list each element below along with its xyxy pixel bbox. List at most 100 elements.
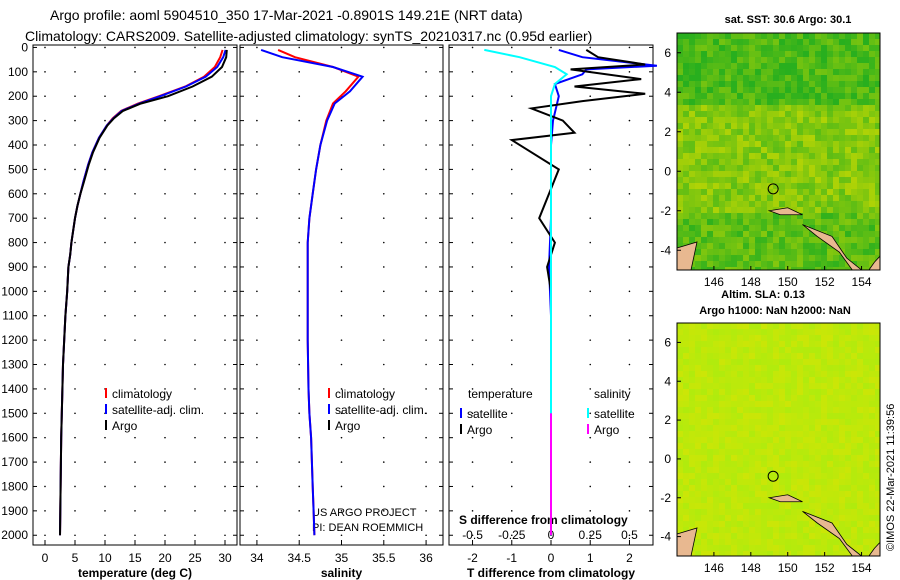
map-pixel [785,165,791,171]
map-pixel [815,213,821,219]
map-pixel [749,159,755,165]
map-pixel [767,497,773,503]
map-pixel [797,425,803,431]
map-pixel [809,231,815,237]
map-y-tick-label: 0 [664,452,671,466]
x-tick-label: 0 [548,551,555,565]
grid-dot [510,412,513,415]
grid-dot [194,436,196,439]
map-pixel [857,371,863,377]
map-pixel [755,431,761,437]
map-pixel [701,111,707,117]
x-tick-label: 35 [335,551,349,565]
map-pixel [683,329,689,335]
grid-dot [164,217,166,219]
map-pixel [701,323,707,329]
map-pixel [839,177,845,183]
map-pixel [791,401,797,407]
map-pixel [791,359,797,365]
map-pixel [803,87,809,93]
map-pixel [821,177,827,183]
map-pixel [839,437,845,443]
map-pixel [791,141,797,147]
map-pixel [677,171,683,177]
map-pixel [791,255,797,261]
map-pixel [809,153,815,159]
map-pixel [857,359,863,365]
map-pixel [875,243,880,249]
map-pixel [719,359,725,365]
map-pixel [821,461,827,467]
grid-dot [194,412,196,415]
map-pixel [827,353,833,359]
map-pixel [785,129,791,135]
map-pixel [845,521,851,527]
map-pixel [755,69,761,75]
map-pixel [779,425,785,431]
map-pixel [857,111,863,117]
map-pixel [791,243,797,249]
grid-dot [104,71,106,73]
grid-dot [256,485,258,488]
grid-dot [224,95,226,98]
map-pixel [809,111,815,117]
map-pixel [677,195,683,201]
map-pixel [875,419,880,425]
map-pixel [827,401,833,407]
map-pixel [827,39,833,45]
map-pixel [713,491,719,497]
map-pixel [803,509,809,515]
map-pixel [803,365,809,371]
map-pixel [725,479,731,485]
map-pixel [689,347,695,353]
map-pixel [689,123,695,129]
map-x-tick-label: 150 [778,275,798,289]
map-pixel [815,497,821,503]
map-pixel [785,485,791,491]
map-pixel [689,45,695,51]
map-pixel [839,329,845,335]
map-pixel [857,479,863,485]
map-pixel [821,401,827,407]
map-pixel [761,93,767,99]
map-pixel [785,57,791,63]
map-pixel [683,491,689,497]
map-pixel [803,335,809,341]
map-pixel [767,195,773,201]
map-pixel [707,515,713,521]
map-pixel [731,171,737,177]
legend-title-salinity: salinity [594,387,631,401]
map-pixel [743,213,749,219]
map-pixel [839,51,845,57]
map-pixel [713,201,719,207]
depth-tick-label: 1700 [1,455,28,469]
map-pixel [857,261,863,267]
map-pixel [863,183,869,189]
map-pixel [683,473,689,479]
map-pixel [695,237,701,243]
map-pixel [779,431,785,437]
map-pixel [797,57,803,63]
map-pixel [683,69,689,75]
map-pixel [713,497,719,503]
map-pixel [863,207,869,213]
map-pixel [827,147,833,153]
grid-dot [628,217,631,219]
map-pixel [701,33,707,39]
map-pixel [827,63,833,69]
map-pixel [785,347,791,353]
map-pixel [833,449,839,455]
map-pixel [803,177,809,183]
map-pixel [863,33,869,39]
map-pixel [875,249,880,255]
grid-dot [44,192,46,195]
map-pixel [749,237,755,243]
map-pixel [737,377,743,383]
map-pixel [731,249,737,255]
map-pixel [719,509,725,515]
map-pixel [737,51,743,57]
map-pixel [869,231,875,237]
map-pixel [857,455,863,461]
map-pixel [863,81,869,87]
map-pixel [785,521,791,527]
